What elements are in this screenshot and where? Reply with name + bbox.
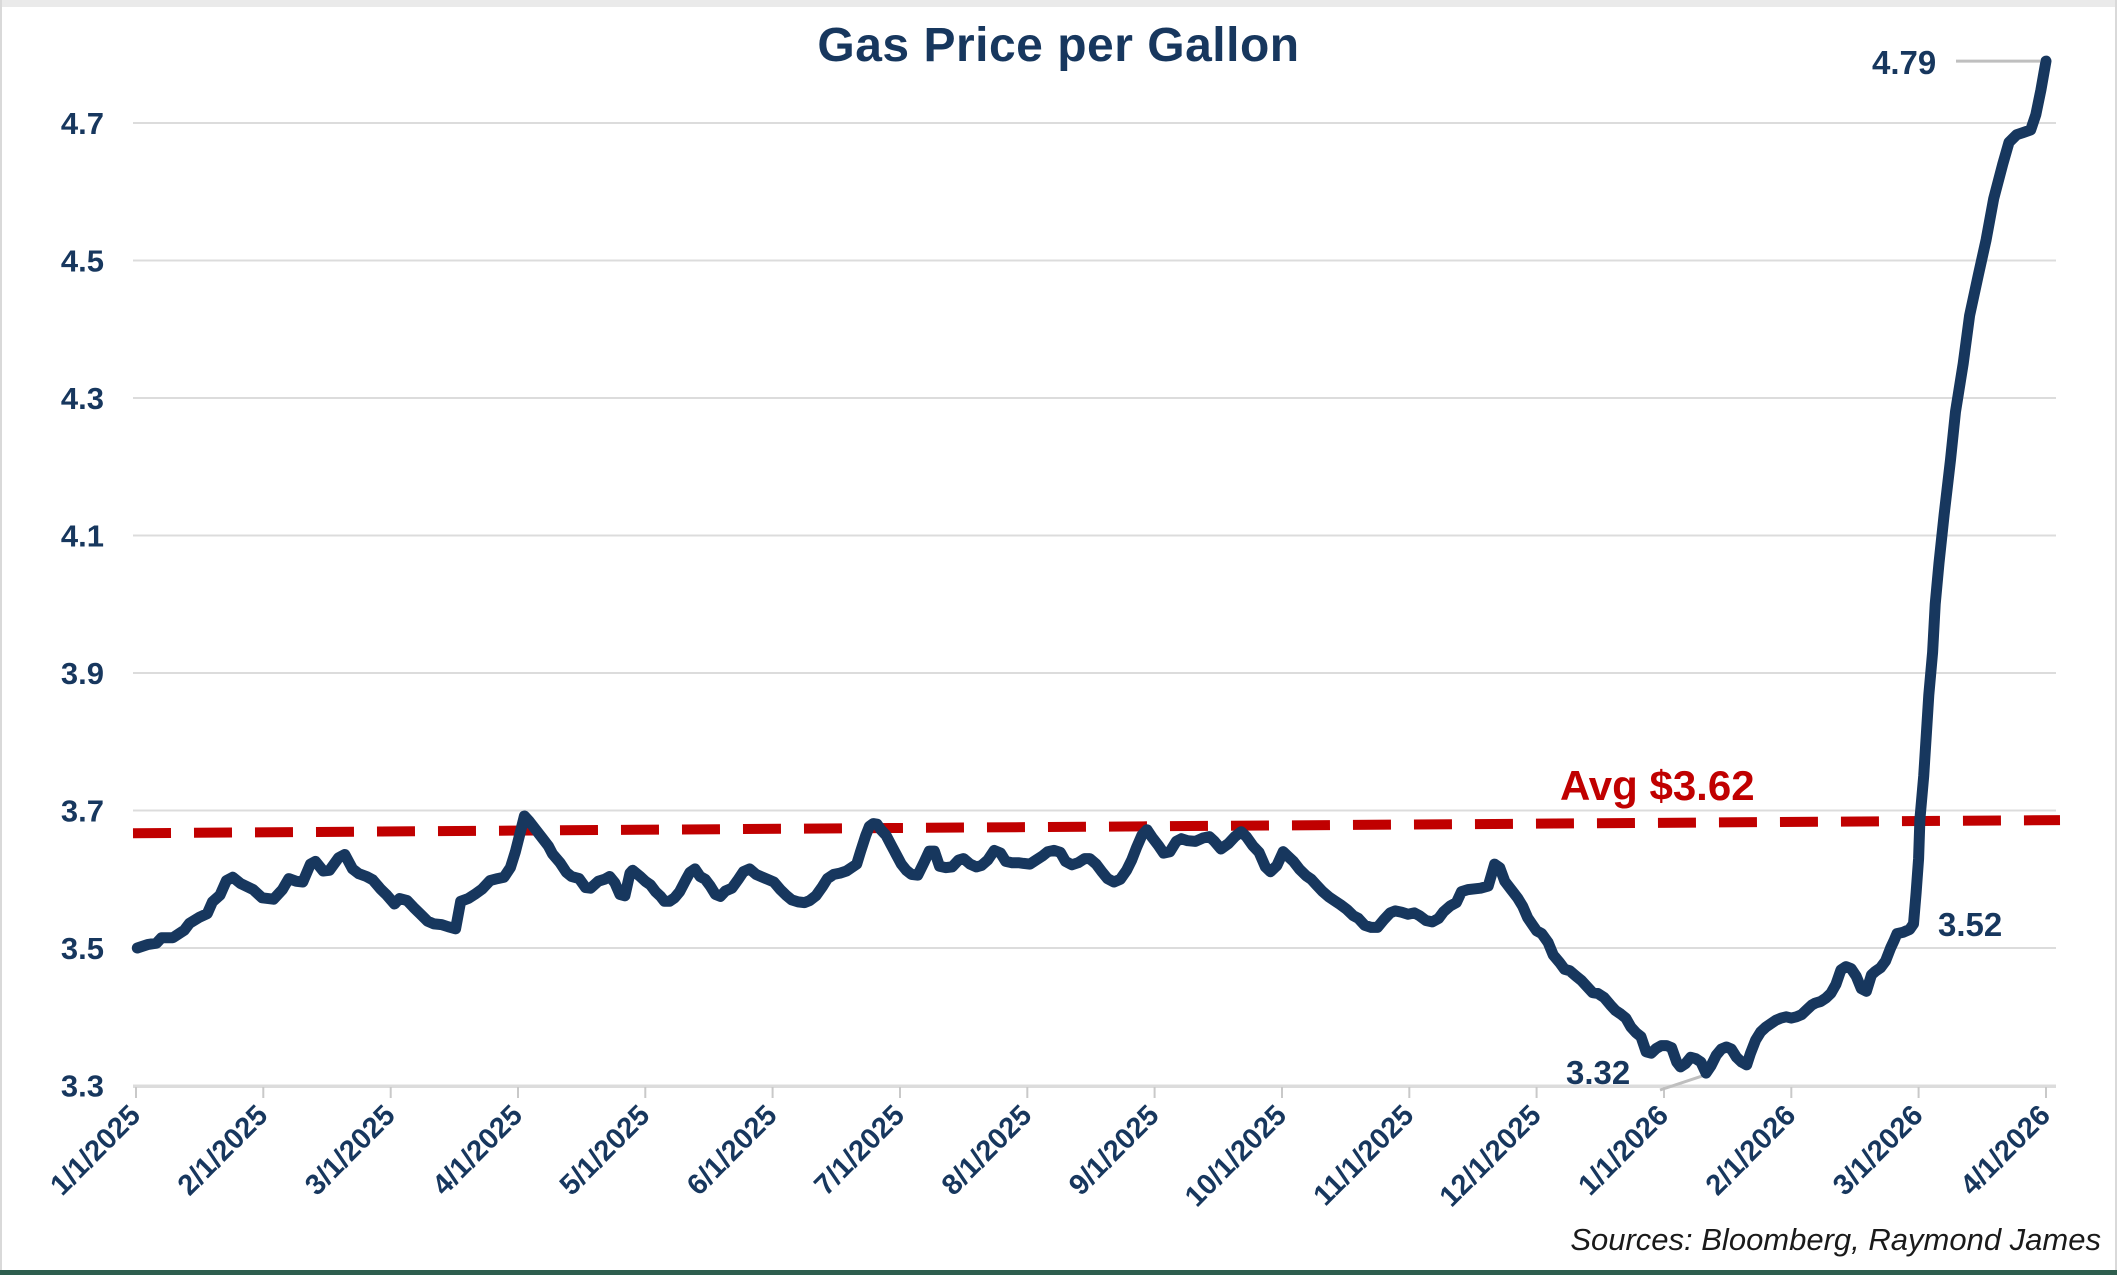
leader-3-32 (1659, 1074, 1703, 1092)
svg-text:3.7: 3.7 (61, 794, 104, 829)
svg-text:3.5: 3.5 (61, 931, 104, 966)
svg-text:3.3: 3.3 (61, 1069, 104, 1104)
svg-text:4.5: 4.5 (61, 244, 104, 279)
page-left-edge (0, 0, 2, 1275)
svg-text:11/1/2025: 11/1/2025 (1308, 1099, 1421, 1212)
svg-text:7/1/2025: 7/1/2025 (808, 1099, 910, 1201)
annotation-low-3-32: 3.32 (1566, 1054, 1631, 1091)
svg-text:6/1/2025: 6/1/2025 (681, 1099, 783, 1201)
svg-text:9/1/2025: 9/1/2025 (1063, 1099, 1165, 1201)
svg-text:12/1/2025: 12/1/2025 (1434, 1099, 1548, 1213)
svg-text:10/1/2025: 10/1/2025 (1179, 1099, 1293, 1213)
svg-text:3.9: 3.9 (61, 656, 104, 691)
svg-text:4.1: 4.1 (61, 519, 104, 554)
chart-title: Gas Price per Gallon (817, 19, 1300, 72)
sources-note: Sources: Bloomberg, Raymond James (1570, 1222, 2101, 1257)
svg-text:1/1/2026: 1/1/2026 (1572, 1099, 1674, 1201)
y-axis-labels: 3.3 3.5 3.7 3.9 4.1 4.3 4.5 4.7 (61, 106, 104, 1104)
svg-text:4/1/2025: 4/1/2025 (426, 1099, 528, 1201)
average-dashed-line (132, 815, 2061, 839)
svg-text:5/1/2025: 5/1/2025 (554, 1099, 656, 1201)
svg-text:4.3: 4.3 (61, 381, 104, 416)
svg-text:4.7: 4.7 (61, 106, 104, 141)
gas-price-series-line (131, 55, 2052, 1079)
svg-text:8/1/2025: 8/1/2025 (936, 1099, 1038, 1201)
page-right-edge (2115, 0, 2117, 1275)
svg-text:2/1/2025: 2/1/2025 (172, 1099, 274, 1201)
annotation-high-4-79: 4.79 (1872, 44, 1937, 81)
page-top-edge (0, 0, 2117, 7)
average-line-label: Avg $3.62 (1560, 762, 1755, 809)
svg-text:1/1/2025: 1/1/2025 (44, 1099, 146, 1201)
svg-text:2/1/2026: 2/1/2026 (1700, 1099, 1802, 1201)
x-axis-labels: 1/1/2025 2/1/2025 3/1/2025 4/1/2025 5/1/2025… (44, 1099, 2056, 1213)
x-axis (133, 1086, 2056, 1098)
svg-text:4/1/2026: 4/1/2026 (1954, 1099, 2056, 1201)
gridlines (133, 122, 2056, 1087)
svg-text:3/1/2025: 3/1/2025 (299, 1099, 401, 1201)
svg-text:3/1/2026: 3/1/2026 (1827, 1099, 1929, 1201)
footer-accent-bar (0, 1270, 2117, 1275)
annotation-presurge-3-52: 3.52 (1938, 906, 2003, 943)
